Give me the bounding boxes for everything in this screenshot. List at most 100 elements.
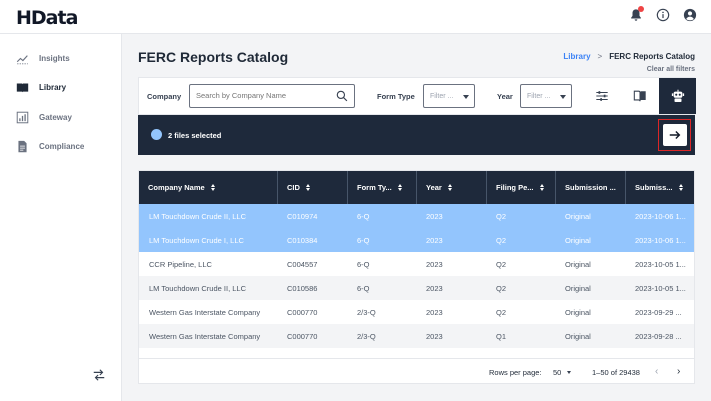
cell-form-type: 6-Q — [357, 235, 370, 245]
column-header-submission-type[interactable]: Submission ... — [556, 171, 626, 204]
sort-icon[interactable] — [210, 184, 215, 191]
rows-per-page-value: 50 — [553, 368, 562, 377]
table-row[interactable]: CCR Pipeline, LLC C004557 6-Q 2023 Q2 Origina… — [139, 252, 694, 276]
ai-assistant-button[interactable] — [659, 78, 696, 114]
sidebar-item-gateway[interactable]: Gateway — [16, 111, 72, 124]
gateway-icon — [16, 111, 29, 124]
robot-icon — [671, 89, 684, 102]
sort-icon[interactable] — [447, 184, 452, 191]
library-view-button[interactable] — [621, 78, 658, 114]
table-row[interactable]: Western Gas Interstate Company C000770 2/3… — [139, 300, 694, 324]
cell-form-type: 6-Q — [357, 211, 370, 221]
form-type-select-value: Filter ... — [430, 93, 454, 100]
company-search-input[interactable] — [196, 91, 331, 100]
cell-filing-period: Q2 — [496, 259, 507, 269]
compliance-icon — [18, 140, 27, 153]
cell-year: 2023 — [426, 211, 443, 221]
breadcrumb-library-link[interactable]: Library — [563, 52, 591, 61]
cell-cid: C000770 — [287, 307, 318, 317]
table-row[interactable]: Western Gas Interstate Company C000770 2/3… — [139, 324, 694, 348]
breadcrumb-separator-icon: > — [597, 52, 603, 61]
selection-indicator-icon — [151, 129, 162, 140]
column-header-company-name[interactable]: Company Name — [139, 171, 278, 204]
cell-year: 2023 — [426, 283, 443, 293]
page-title: FERC Reports Catalog — [138, 49, 289, 65]
cell-submission-type: Original — [565, 283, 591, 293]
clear-all-filters-link[interactable]: Clear all filters — [646, 66, 695, 73]
proceed-selected-button[interactable] — [658, 119, 691, 151]
rows-per-page-label: Rows per page: — [489, 368, 542, 377]
column-label: Submission ... — [565, 183, 616, 192]
cell-company-name: Western Gas Interstate Company — [149, 307, 261, 317]
bell-icon[interactable] — [629, 6, 644, 22]
column-header-filing-period[interactable]: Filing Pe... — [487, 171, 556, 204]
cell-filing-period: Q2 — [496, 211, 507, 221]
table-row[interactable]: LM Touchdown Crude I, LLC C010384 6-Q 2023 Q… — [139, 228, 694, 252]
column-header-year[interactable]: Year — [417, 171, 487, 204]
filter-bar: Company Form Type Filter ... Year Filter… — [138, 77, 696, 115]
cell-submission-type: Original — [565, 307, 591, 317]
search-icon[interactable] — [336, 90, 348, 102]
cell-filing-period: Q2 — [496, 283, 507, 293]
cell-company-name: LM Touchdown Crude I, LLC — [149, 235, 244, 245]
next-page-icon[interactable]: › — [677, 366, 681, 377]
breadcrumb-current: FERC Reports Catalog — [609, 52, 695, 61]
sort-icon[interactable] — [678, 184, 683, 191]
column-label: Submiss... — [635, 183, 673, 192]
year-select[interactable]: Filter ... — [520, 84, 572, 108]
arrow-right-icon — [669, 131, 680, 139]
cell-cid: C010974 — [287, 211, 318, 221]
cell-filing-period: Q1 — [496, 331, 507, 341]
cell-filing-period: Q2 — [496, 307, 507, 317]
cell-cid: C010384 — [287, 235, 318, 245]
sliders-icon — [595, 91, 608, 101]
cell-company-name: LM Touchdown Crude II, LLC — [149, 211, 246, 221]
sidebar-item-label: Library — [39, 83, 67, 92]
cell-company-name: CCR Pipeline, LLC — [149, 259, 212, 269]
cell-filing-period: Q2 — [496, 235, 507, 245]
form-type-filter-label: Form Type — [377, 92, 415, 101]
sidebar-item-compliance[interactable]: Compliance — [16, 140, 84, 153]
previous-page-icon[interactable]: ‹ — [655, 366, 659, 377]
cell-form-type: 2/3-Q — [357, 307, 376, 317]
cell-submission-type: Original — [565, 235, 591, 245]
company-search-field[interactable] — [189, 84, 355, 108]
cell-form-type: 6-Q — [357, 259, 370, 269]
table-row[interactable]: LM Touchdown Crude II, LLC C010974 6-Q 2023… — [139, 204, 694, 228]
form-type-select[interactable]: Filter ... — [423, 84, 475, 108]
year-select-value: Filter ... — [527, 93, 551, 100]
column-header-form-type[interactable]: Form Ty... — [348, 171, 417, 204]
user-icon[interactable] — [683, 8, 697, 22]
cell-submission-date: 2023-09-28 ... — [635, 331, 682, 341]
column-label: CID — [287, 183, 300, 192]
chevron-down-icon — [560, 95, 566, 99]
cell-cid: C010586 — [287, 283, 318, 293]
sidebar-item-insights[interactable]: Insights — [16, 52, 70, 65]
advanced-filters-button[interactable] — [583, 78, 620, 114]
swap-arrows-icon[interactable] — [92, 368, 106, 385]
rows-per-page-select[interactable]: 50 — [553, 368, 572, 377]
chevron-down-icon — [567, 371, 572, 374]
sidebar-item-library[interactable]: Library — [16, 81, 66, 94]
column-label: Company Name — [148, 183, 205, 192]
cell-company-name: LM Touchdown Crude II, LLC — [149, 283, 246, 293]
info-icon[interactable] — [656, 8, 670, 22]
sidebar: Insights Library Gateway Compliance — [0, 34, 122, 401]
cell-year: 2023 — [426, 259, 443, 269]
year-filter-label: Year — [497, 92, 513, 101]
cell-submission-date: 2023-10-05 1... — [635, 283, 686, 293]
sort-icon[interactable] — [539, 184, 544, 191]
cell-year: 2023 — [426, 307, 443, 317]
header-icons — [629, 6, 697, 22]
sort-icon[interactable] — [397, 184, 402, 191]
files-selected-count: 2 files selected — [168, 131, 222, 140]
column-header-submission-date[interactable]: Submiss... — [626, 171, 694, 204]
app-logo[interactable]: HData — [16, 7, 78, 29]
cell-submission-date: 2023-10-06 1... — [635, 211, 686, 221]
table-row[interactable]: LM Touchdown Crude II, LLC C010586 6-Q 2023… — [139, 276, 694, 300]
cell-submission-type: Original — [565, 211, 591, 221]
insights-icon — [16, 55, 28, 65]
column-header-cid[interactable]: CID — [278, 171, 348, 204]
column-label: Year — [426, 183, 442, 192]
sort-icon[interactable] — [305, 184, 310, 191]
